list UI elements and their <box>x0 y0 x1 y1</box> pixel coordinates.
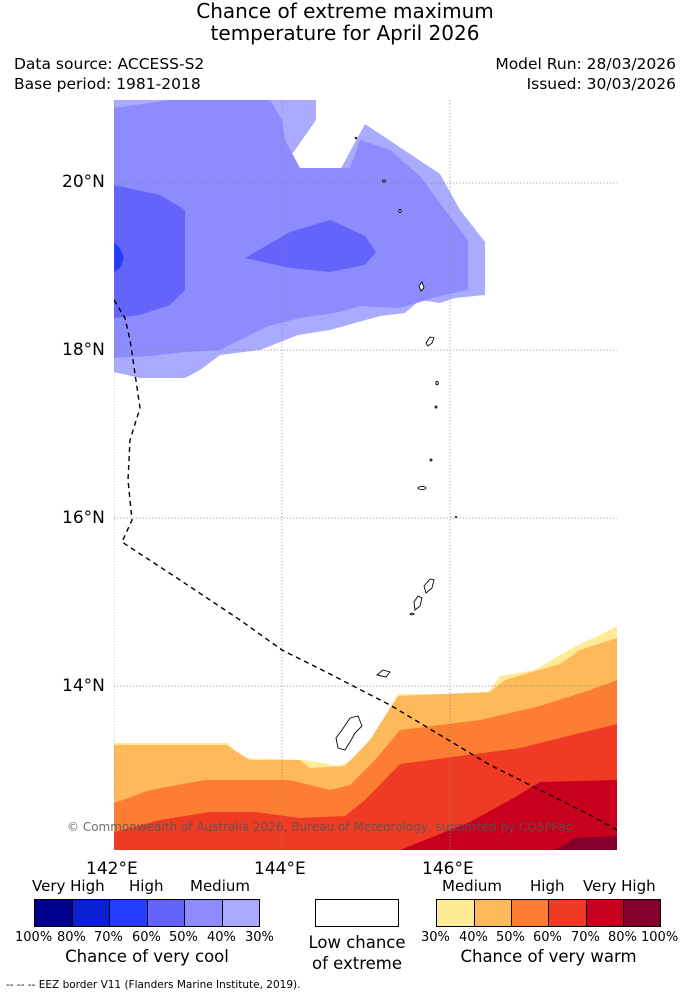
islands <box>335 136 458 751</box>
cool-pct-80: 80% <box>57 930 86 945</box>
cool-swatch-40-50 <box>185 900 223 926</box>
warm-colorbar <box>436 899 661 927</box>
cool-pct-100: 100% <box>15 930 53 945</box>
warm-pct-100: 100% <box>641 930 679 945</box>
cool-pct-50: 50% <box>169 930 198 945</box>
cool-zone-40-50 <box>114 100 468 358</box>
cool-swatch-80-100 <box>35 900 73 926</box>
warm-pct-50: 50% <box>496 930 525 945</box>
warm-swatch-50-60 <box>512 900 549 926</box>
eez-border <box>114 299 617 831</box>
map-title-line-2: temperature for April 2026 <box>210 21 480 45</box>
lon-label-142e: 142°E <box>86 859 138 879</box>
low-chance-swatch <box>315 899 399 927</box>
cool-zone-60-70 <box>114 242 124 272</box>
warm-word-high: High <box>530 877 565 895</box>
warm-zone-80-100 <box>555 836 617 850</box>
cool-pct-30: 30% <box>245 930 274 945</box>
cool-swatch-60-70 <box>110 900 148 926</box>
low-chance-label-1: Low chance <box>308 933 406 952</box>
eez-legend: -- -- -- EEZ border V11 (Flanders Marine… <box>6 979 300 991</box>
warm-pct-30: 30% <box>421 930 450 945</box>
copyright-text: © Commonwealth of Australia 2026, Bureau… <box>67 820 572 834</box>
warm-swatch-30-40 <box>437 900 475 926</box>
warm-pct-80: 80% <box>608 930 637 945</box>
issued-date: Issued: 30/03/2026 <box>526 75 676 93</box>
warm-word-medium: Medium <box>442 877 502 895</box>
warm-pct-40: 40% <box>459 930 488 945</box>
cool-word-medium: Medium <box>190 877 250 895</box>
cool-word-high: High <box>129 877 164 895</box>
warm-swatch-80-100 <box>624 900 660 926</box>
cool-pct-60: 60% <box>132 930 161 945</box>
warm-swatch-60-70 <box>549 900 587 926</box>
cool-swatch-70-80 <box>73 900 110 926</box>
base-period: Base period: 1981-2018 <box>14 75 201 93</box>
lon-label-144e: 144°E <box>254 859 306 879</box>
cool-pct-70: 70% <box>94 930 123 945</box>
warm-swatch-40-50 <box>475 900 512 926</box>
cool-zone-50-60 <box>114 185 185 318</box>
eez-dash-symbol: -- -- -- <box>6 979 36 991</box>
gridlines <box>114 100 617 850</box>
warm-word-very-high: Very High <box>583 877 656 895</box>
cool-word-very-high: Very High <box>32 877 105 895</box>
data-source: Data source: ACCESS-S2 <box>14 55 205 73</box>
model-run: Model Run: 28/03/2026 <box>495 55 676 73</box>
eez-legend-text: EEZ border V11 (Flanders Marine Institut… <box>38 979 301 991</box>
lat-label-16n: 16°N <box>62 508 105 528</box>
cool-legend-title: Chance of very cool <box>65 947 229 966</box>
map-title-line-1: Chance of extreme maximum <box>196 0 494 23</box>
cool-colorbar <box>34 899 260 927</box>
cool-zone-50-60-b <box>245 220 376 272</box>
warm-pct-60: 60% <box>533 930 562 945</box>
warm-swatch-70-80 <box>587 900 624 926</box>
cool-swatch-30-40 <box>223 900 259 926</box>
warm-legend-title: Chance of very warm <box>460 947 637 966</box>
cool-pct-40: 40% <box>207 930 236 945</box>
warm-pct-70: 70% <box>571 930 600 945</box>
lat-label-20n: 20°N <box>62 172 105 192</box>
lat-label-14n: 14°N <box>62 676 105 696</box>
lat-label-18n: 18°N <box>62 340 105 360</box>
low-chance-label-2: of extreme <box>311 954 403 973</box>
cool-swatch-50-60 <box>148 900 185 926</box>
warm-zone-70-80 <box>400 780 617 850</box>
lon-label-146e: 146°E <box>422 859 474 879</box>
